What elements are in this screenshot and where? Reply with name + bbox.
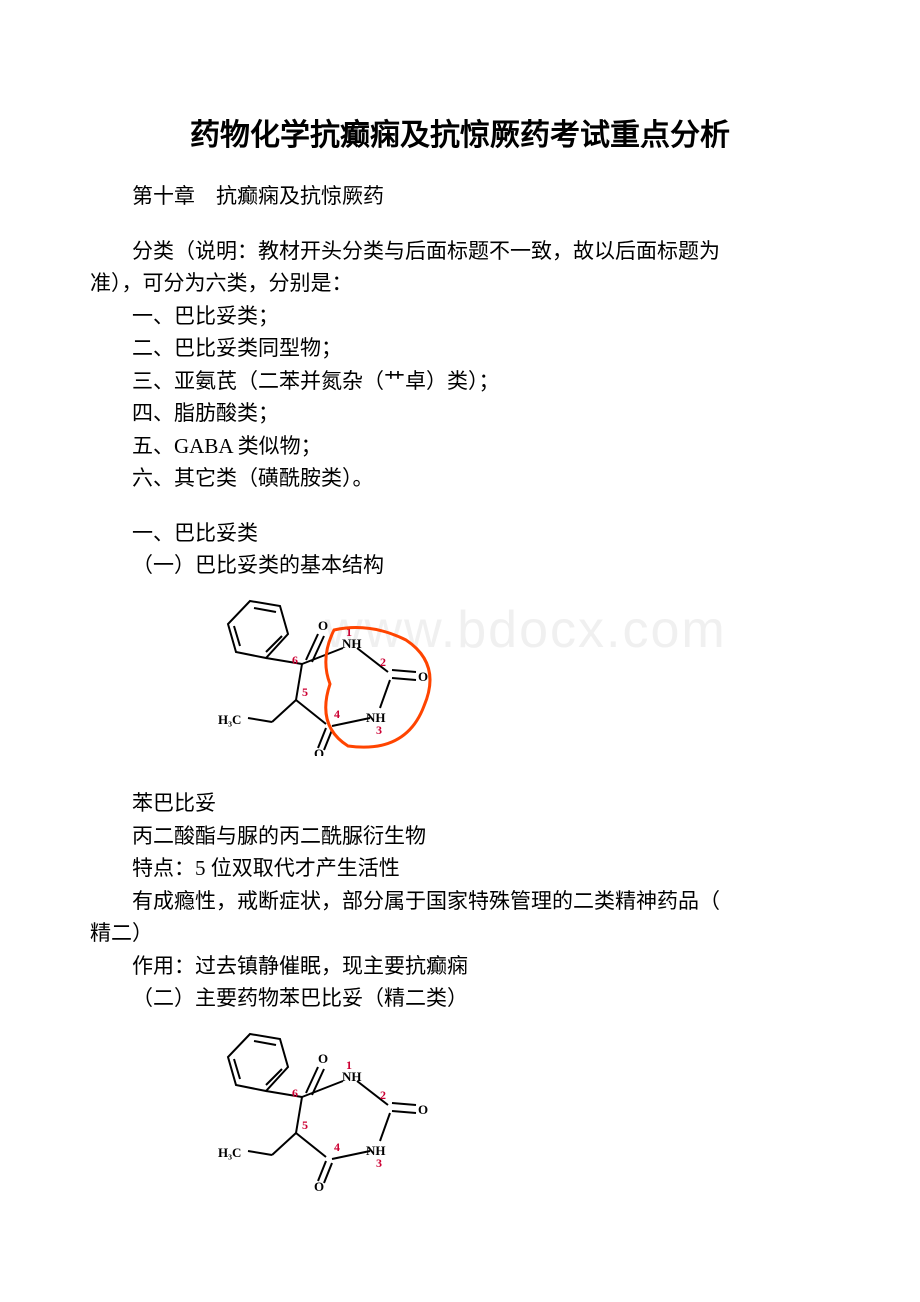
svg-text:2: 2 (380, 1088, 386, 1102)
svg-text:O: O (318, 1051, 328, 1066)
classification-2: 二、巴比妥类同型物； (90, 332, 830, 365)
chemical-structure-1: O O O NH NH H₃C 1 2 3 4 (210, 586, 830, 761)
classification-5: 五、GABA 类似物； (90, 430, 830, 463)
section-1-sub-1: （一）巴比妥类的基本结构 (90, 549, 830, 582)
intro-line-2: 准），可分为六类，分别是： (90, 267, 830, 300)
svg-text:O: O (418, 1102, 428, 1117)
svg-text:3: 3 (376, 1156, 382, 1170)
svg-text:O: O (418, 669, 428, 684)
svg-text:H₃C: H₃C (218, 712, 241, 727)
description-2: 特点：5 位双取代才产生活性 (90, 852, 830, 885)
svg-text:5: 5 (302, 685, 308, 699)
description-3b: 精二） (90, 917, 830, 950)
intro-line-1: 分类（说明：教材开头分类与后面标题不一致，故以后面标题为 (90, 235, 830, 268)
section-1-heading: 一、巴比妥类 (90, 517, 830, 550)
svg-text:1: 1 (346, 1058, 352, 1072)
section-1-sub-2: （二）主要药物苯巴比妥（精二类） (90, 982, 830, 1015)
classification-3: 三、亚氨芪（二苯并氮杂（艹卓）类）； (90, 365, 830, 398)
svg-text:2: 2 (380, 655, 386, 669)
description-1: 丙二酸酯与脲的丙二酰脲衍生物 (90, 820, 830, 853)
classification-1: 一、巴比妥类； (90, 300, 830, 333)
chapter-heading: 第十章 抗癫痫及抗惊厥药 (90, 180, 830, 213)
svg-text:6: 6 (292, 653, 298, 667)
svg-text:3: 3 (376, 723, 382, 737)
drug-name: 苯巴比妥 (90, 787, 830, 820)
chemical-structure-2: O O O NH NH H₃C 1 2 3 4 5 6 (210, 1019, 830, 1199)
description-3a: 有成瘾性，戒断症状，部分属于国家特殊管理的二类精神药品（ (90, 885, 830, 918)
svg-text:O: O (314, 1179, 324, 1194)
classification-4: 四、脂肪酸类； (90, 397, 830, 430)
description-4: 作用：过去镇静催眠，现主要抗癫痫 (90, 950, 830, 983)
svg-text:H₃C: H₃C (218, 1145, 241, 1160)
svg-text:O: O (314, 746, 324, 756)
svg-text:4: 4 (334, 707, 340, 721)
svg-text:5: 5 (302, 1118, 308, 1132)
classification-6: 六、其它类（磺酰胺类）。 (90, 462, 830, 495)
document-title: 药物化学抗癫痫及抗惊厥药考试重点分析 (90, 110, 830, 154)
svg-text:4: 4 (334, 1140, 340, 1154)
svg-text:O: O (318, 618, 328, 633)
svg-text:6: 6 (292, 1086, 298, 1100)
